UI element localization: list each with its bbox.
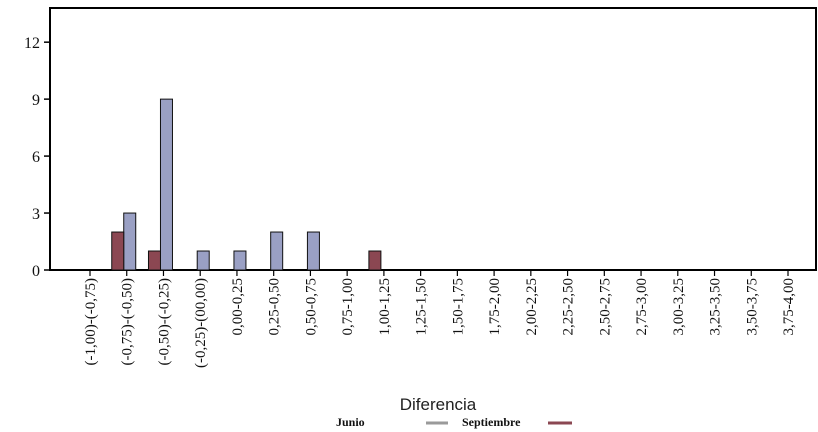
bar-septiembre-1 [111,231,125,271]
y-tick-label-0: 0 [32,263,40,280]
x-tick-label-6: 0,50-0,75 [303,278,319,336]
x-tick-label-19: 3,75-4,00 [781,278,797,336]
bar-septiembre-2 [147,250,161,271]
legend-label-junio: Junio [336,415,365,429]
x-tick-label-5: 0,25-0,50 [267,278,283,336]
x-axis-title: Diferencia [400,395,477,414]
x-tick-label-8: 1,00-1,25 [377,278,393,336]
x-tick-label-4: 0,00-0,25 [230,278,246,336]
x-tick-label-3: (-0,25)-(00,00) [193,278,209,368]
legend: Junio Septiembre [336,415,572,429]
bar-junio-4 [233,250,247,271]
y-axis: 0 3 6 9 12 [24,35,50,280]
x-tick-label-14: 2,50-2,75 [597,278,613,336]
legend-label-septiembre: Septiembre [462,415,521,429]
x-tick-label-18: 3,50-3,75 [744,278,760,336]
bars [111,98,382,271]
x-tick-label-16: 3,00-3,25 [671,278,687,336]
x-tick-label-17: 3,25-3,50 [708,278,724,336]
x-tick-label-12: 2,00-2,25 [524,278,540,336]
bar-junio-1 [123,212,137,271]
x-tick-label-0: (-1,00)-(-0,75) [83,278,99,365]
bar-junio-3 [196,250,210,271]
x-tick-label-15: 2,75-3,00 [634,278,650,336]
bar-septiembre-8 [368,250,382,271]
x-axis: (-1,00)-(-0,75) (-0,75)-(-0,50) (-0,50)-(-… [83,270,797,368]
y-tick-label-2: 6 [32,149,40,166]
x-tick-label-11: 1,75-2,00 [487,278,503,336]
x-tick-label-9: 1,25-1,50 [414,278,430,336]
x-tick-label-7: 0,75-1,00 [340,278,356,336]
bar-junio-2 [159,98,173,271]
plot-frame [49,7,817,271]
x-tick-label-1: (-0,75)-(-0,50) [120,278,136,365]
y-tick-label-4: 12 [24,35,40,52]
x-tick-label-10: 1,50-1,75 [450,278,466,336]
y-tick-label-3: 9 [32,92,40,109]
y-tick-label-1: 3 [32,206,40,223]
x-tick-label-2: (-0,50)-(-0,25) [156,278,172,365]
x-tick-label-13: 2,25-2,50 [561,278,577,336]
bar-junio-6 [306,231,320,271]
bar-junio-5 [270,231,284,271]
